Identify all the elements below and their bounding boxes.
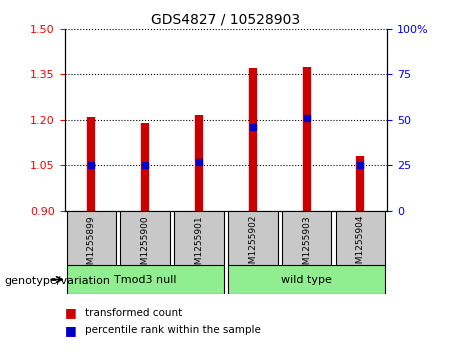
Text: GSM1255899: GSM1255899 — [87, 215, 96, 276]
Text: GSM1255902: GSM1255902 — [248, 215, 257, 276]
Text: Tmod3 null: Tmod3 null — [114, 274, 177, 285]
FancyBboxPatch shape — [174, 211, 224, 265]
Text: GSM1255904: GSM1255904 — [356, 215, 365, 276]
FancyBboxPatch shape — [67, 211, 116, 265]
Text: genotype/variation: genotype/variation — [5, 276, 111, 286]
FancyBboxPatch shape — [282, 211, 331, 265]
Text: percentile rank within the sample: percentile rank within the sample — [85, 325, 261, 335]
FancyBboxPatch shape — [228, 211, 278, 265]
Text: GSM1255903: GSM1255903 — [302, 215, 311, 276]
Text: GSM1255900: GSM1255900 — [141, 215, 150, 276]
Text: ■: ■ — [65, 306, 76, 319]
FancyBboxPatch shape — [336, 211, 385, 265]
Text: transformed count: transformed count — [85, 308, 183, 318]
Text: wild type: wild type — [281, 274, 332, 285]
Text: ■: ■ — [65, 324, 76, 337]
Text: GSM1255901: GSM1255901 — [195, 215, 203, 276]
Title: GDS4827 / 10528903: GDS4827 / 10528903 — [151, 12, 301, 26]
FancyBboxPatch shape — [67, 265, 224, 294]
FancyBboxPatch shape — [228, 265, 385, 294]
FancyBboxPatch shape — [120, 211, 170, 265]
